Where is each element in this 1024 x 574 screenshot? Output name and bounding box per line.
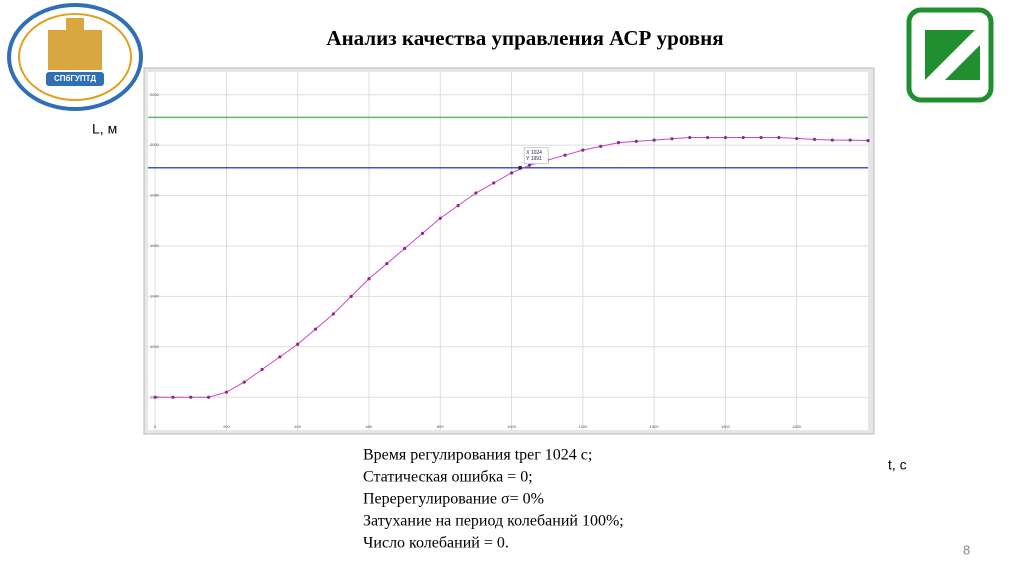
datatip-point bbox=[518, 165, 523, 170]
data-point bbox=[759, 135, 763, 140]
datatip-text: X 1024 bbox=[526, 150, 542, 156]
data-point bbox=[224, 390, 229, 394]
data-point bbox=[830, 138, 834, 142]
x-tick-label: 600 bbox=[366, 424, 373, 429]
data-point bbox=[866, 138, 870, 143]
x-tick-label: 0 bbox=[154, 424, 157, 429]
data-point bbox=[599, 144, 603, 148]
y-tick-label: 1980 bbox=[150, 193, 160, 198]
y-tick-label: 1960 bbox=[150, 243, 160, 248]
data-point bbox=[741, 135, 745, 140]
data-point bbox=[581, 148, 585, 152]
data-point bbox=[616, 140, 621, 145]
note-line: Перерегулирование σ= 0% bbox=[363, 491, 544, 508]
y-tick-label: 2020 bbox=[150, 92, 160, 97]
data-point bbox=[670, 137, 674, 141]
data-point bbox=[438, 216, 442, 220]
data-point bbox=[652, 138, 656, 142]
y-tick-label: 2000 bbox=[150, 142, 160, 147]
data-point bbox=[403, 246, 407, 251]
data-point bbox=[385, 262, 389, 266]
data-point bbox=[153, 395, 157, 399]
x-tick-label: 800 bbox=[437, 424, 444, 429]
notes: Время регулирования tрег 1024 с; Статичес… bbox=[363, 447, 624, 552]
note-line: Число колебаний = 0. bbox=[363, 535, 509, 552]
data-point bbox=[795, 136, 799, 141]
data-point bbox=[509, 171, 514, 175]
chart: 0200400600800100012001400160018001900192… bbox=[148, 72, 870, 430]
plot-area bbox=[148, 72, 868, 430]
x-tick-label: 400 bbox=[294, 424, 301, 429]
data-point bbox=[260, 367, 264, 372]
data-point bbox=[171, 395, 175, 399]
x-tick-label: 200 bbox=[223, 424, 230, 429]
datatip-box bbox=[523, 147, 549, 165]
x-tick-label: 1000 bbox=[507, 424, 517, 429]
note-line: Статическая ошибка = 0; bbox=[363, 469, 533, 486]
y-axis-label: L, м bbox=[92, 121, 117, 137]
left-logo: СПбГУПТД bbox=[7, 3, 143, 111]
data-point bbox=[278, 355, 282, 359]
x-tick-label: 1400 bbox=[650, 424, 660, 429]
data-point bbox=[527, 163, 531, 167]
data-point bbox=[242, 380, 246, 384]
y-tick-label: 1940 bbox=[150, 293, 160, 298]
x-tick-label: 1200 bbox=[578, 424, 588, 429]
note-line: Затухание на период колебаний 100%; bbox=[363, 513, 624, 530]
data-point bbox=[206, 395, 211, 399]
x-tick-label: 1800 bbox=[792, 424, 802, 429]
data-point bbox=[812, 137, 817, 141]
data-point bbox=[688, 135, 692, 140]
data-point bbox=[634, 139, 638, 143]
note-line: Время регулирования tрег 1024 с; bbox=[363, 447, 592, 464]
data-point bbox=[189, 395, 193, 399]
data-point bbox=[492, 181, 496, 185]
data-point bbox=[723, 135, 728, 140]
page-number: 8 bbox=[963, 542, 970, 557]
logo-text: СПбГУПТД bbox=[54, 74, 96, 83]
datatip-text: Y 1991 bbox=[526, 156, 542, 162]
data-point bbox=[456, 204, 460, 208]
data-point bbox=[474, 191, 478, 195]
data-point bbox=[349, 294, 353, 298]
data-point bbox=[777, 135, 781, 140]
data-point bbox=[296, 342, 300, 346]
title: Анализ качества управления АСР уровня bbox=[326, 26, 723, 50]
data-point bbox=[563, 153, 567, 157]
y-tick-label: 1920 bbox=[150, 344, 160, 349]
data-point bbox=[313, 327, 318, 331]
data-point bbox=[331, 312, 335, 316]
x-axis-label: t, с bbox=[888, 457, 907, 473]
data-point bbox=[706, 135, 710, 140]
x-tick-label: 1600 bbox=[721, 424, 731, 429]
data-point bbox=[420, 231, 425, 235]
right-logo bbox=[906, 7, 994, 103]
data-point bbox=[848, 138, 852, 142]
data-point bbox=[367, 277, 371, 281]
